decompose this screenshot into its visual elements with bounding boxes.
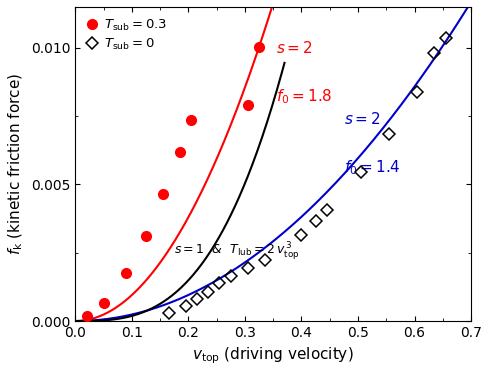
$T_{\mathrm{sub}}=0$	[194, 297, 200, 301]
$T_{\mathrm{sub}}=0$	[244, 266, 250, 270]
Line: $T_{\mathrm{sub}}=0$: $T_{\mathrm{sub}}=0$	[164, 34, 449, 317]
Line: $T_{\mathrm{sub}}=0.3$: $T_{\mathrm{sub}}=0.3$	[81, 42, 264, 320]
Text: $s=2$: $s=2$	[275, 40, 312, 56]
$T_{\mathrm{sub}}=0.3$	[101, 301, 106, 305]
$T_{\mathrm{sub}}=0.3$	[188, 118, 194, 122]
$T_{\mathrm{sub}}=0$	[386, 132, 391, 136]
$T_{\mathrm{sub}}=0$	[298, 233, 304, 237]
$T_{\mathrm{sub}}=0.3$	[142, 234, 148, 239]
$T_{\mathrm{sub}}=0$	[216, 280, 222, 285]
X-axis label: $v_{\mathrm{top}}$ (driving velocity): $v_{\mathrm{top}}$ (driving velocity)	[192, 345, 353, 366]
Text: $f_0=1.8$: $f_0=1.8$	[275, 88, 331, 106]
$T_{\mathrm{sub}}=0$	[312, 219, 318, 223]
$T_{\mathrm{sub}}=0.3$	[244, 103, 250, 107]
$T_{\mathrm{sub}}=0$	[357, 170, 363, 175]
$T_{\mathrm{sub}}=0$	[261, 257, 267, 262]
Y-axis label: $f_{\mathrm{k}}$ (kinetic friction force): $f_{\mathrm{k}}$ (kinetic friction force…	[7, 73, 25, 255]
Text: $s=2$: $s=2$	[343, 111, 380, 127]
Text: $s=1$  &  $T_{\mathrm{lub}}=2\,v_{\mathrm{top}}^{\,3}$: $s=1$ & $T_{\mathrm{lub}}=2\,v_{\mathrm{…	[174, 241, 299, 263]
$T_{\mathrm{sub}}=0$	[324, 208, 329, 213]
$T_{\mathrm{sub}}=0$	[205, 290, 211, 295]
$T_{\mathrm{sub}}=0.3$	[256, 44, 262, 49]
$T_{\mathrm{sub}}=0.3$	[123, 271, 129, 276]
$T_{\mathrm{sub}}=0$	[227, 274, 233, 278]
$T_{\mathrm{sub}}=0.3$	[83, 313, 89, 318]
$T_{\mathrm{sub}}=0$	[430, 51, 436, 56]
Text: $f_0=1.4$: $f_0=1.4$	[343, 159, 400, 177]
$T_{\mathrm{sub}}=0.3$	[160, 192, 165, 196]
$T_{\mathrm{sub}}=0$	[182, 304, 188, 308]
$T_{\mathrm{sub}}=0$	[442, 36, 447, 41]
$T_{\mathrm{sub}}=0$	[165, 311, 171, 315]
$T_{\mathrm{sub}}=0$	[414, 90, 420, 94]
Legend: $T_{\mathrm{sub}}=0.3$, $T_{\mathrm{sub}}=0$: $T_{\mathrm{sub}}=0.3$, $T_{\mathrm{sub}…	[81, 12, 173, 57]
$T_{\mathrm{sub}}=0.3$	[177, 150, 183, 154]
